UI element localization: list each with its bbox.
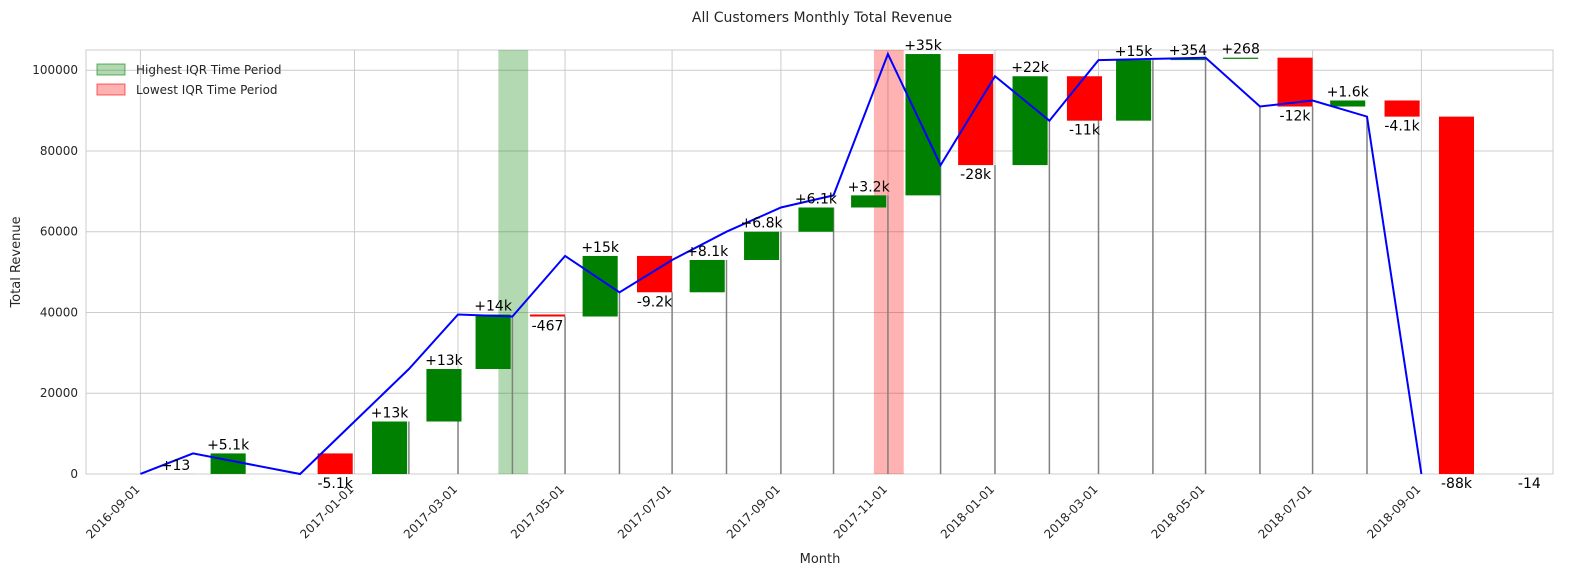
y-tick-label-5: 100000 — [32, 63, 78, 77]
legend: Highest IQR Time Period Lowest IQR Time … — [96, 63, 281, 97]
waterfall-bars — [157, 54, 1475, 474]
change-label-14: -28k — [960, 167, 992, 183]
change-label-19: +268 — [1221, 42, 1259, 58]
change-label-23: -88k — [1441, 476, 1473, 492]
x-tick-label-11: 2018-09-01 — [1364, 482, 1423, 541]
bar-2017-09-01 — [798, 207, 834, 232]
y-tick-label-0: 0 — [70, 467, 78, 481]
y-tick-label-3: 60000 — [40, 225, 78, 239]
change-label-6: -467 — [532, 319, 564, 335]
revenue-line-series — [140, 51, 1423, 476]
change-label-10: +6.8k — [741, 216, 784, 232]
bar-2018-03-01 — [1116, 60, 1152, 121]
change-label-15: +22k — [1011, 60, 1050, 76]
legend-lowest-swatch — [96, 83, 126, 96]
bar-2018-07-01 — [1330, 100, 1366, 107]
lowest-iqr-band — [873, 50, 904, 474]
bar-2017-02-01 — [426, 369, 462, 422]
change-label-24: -14 — [1518, 476, 1541, 492]
change-label-20: -12k — [1280, 109, 1312, 125]
y-tick-label-4: 80000 — [40, 144, 78, 158]
change-label-1: +5.1k — [207, 437, 250, 453]
y-tick-label-2: 40000 — [40, 305, 78, 319]
x-tick-label-8: 2018-03-01 — [1041, 482, 1100, 541]
x-tick-label-3: 2017-05-01 — [508, 482, 567, 541]
bar-2017-01-01 — [372, 421, 408, 474]
change-label-0: +13 — [161, 458, 191, 474]
x-tick-label-7: 2018-01-01 — [938, 482, 997, 541]
bar-2016-12-01 — [317, 453, 353, 474]
bar-2018-01-01 — [1012, 76, 1048, 166]
change-label-13: +35k — [904, 38, 943, 54]
x-tick-label-10: 2018-07-01 — [1255, 482, 1314, 541]
bar-2018-06-01 — [1277, 57, 1313, 107]
highest-iqr-band — [498, 50, 529, 474]
x-axis-ticks: 2016-09-01 2017-01-01 2017-03-01 2017-05-01… — [83, 482, 1423, 541]
bar-2017-11-01 — [905, 54, 941, 196]
bar-2017-05-01 — [582, 255, 618, 317]
stem-lines — [192, 58, 1368, 474]
y-axis-ticks: 0 20000 40000 60000 80000 100000 — [32, 63, 78, 481]
x-tick-label-5: 2017-09-01 — [724, 482, 783, 541]
bar-2017-03-01 — [475, 314, 511, 370]
bar-2018-09-01 — [1438, 116, 1475, 474]
change-label-17: +15k — [1115, 44, 1154, 60]
legend-lowest-label: Lowest IQR Time Period — [136, 83, 278, 97]
bar-2017-10-01 — [851, 195, 887, 208]
bar-2018-05-01 — [1223, 57, 1259, 59]
change-label-21: +1.6k — [1327, 84, 1370, 100]
legend-highest-label: Highest IQR Time Period — [136, 63, 281, 77]
x-tick-label-0: 2016-09-01 — [83, 482, 142, 541]
revenue-line — [140, 51, 1423, 476]
legend-highest-swatch — [96, 63, 126, 76]
x-tick-label-4: 2017-07-01 — [615, 482, 674, 541]
bar-2018-02-01 — [1066, 76, 1103, 121]
x-tick-label-9: 2018-05-01 — [1148, 482, 1207, 541]
change-label-5: +14k — [474, 298, 513, 314]
bar-2017-08-01 — [744, 231, 780, 260]
iqr-highlights — [498, 50, 904, 474]
change-label-3: +13k — [371, 406, 410, 422]
change-label-2: -5.1k — [317, 476, 353, 492]
x-tick-label-6: 2017-11-01 — [831, 482, 890, 541]
x-tick-label-2: 2017-03-01 — [401, 482, 460, 541]
y-tick-label-1: 20000 — [40, 386, 78, 400]
chart-title: All Customers Monthly Total Revenue — [692, 10, 952, 26]
change-label-11: +6.1k — [795, 191, 838, 207]
change-label-9: +8.1k — [686, 244, 729, 260]
bar-2017-04-01 — [529, 314, 566, 317]
bar-2018-08-01 — [1384, 100, 1420, 117]
change-label-18: +354 — [1169, 43, 1208, 59]
bar-2017-07-01 — [689, 259, 725, 293]
y-axis-label: Total Revenue — [9, 216, 24, 308]
change-label-12: +3.2k — [848, 179, 891, 195]
bar-2018-04-01 — [1170, 58, 1206, 61]
change-label-16: -11k — [1069, 123, 1101, 139]
bar-2016-10-01 — [210, 453, 246, 474]
change-label-8: -9.2k — [637, 294, 673, 310]
change-label-22: -4.1k — [1384, 119, 1420, 135]
bar-2017-06-01 — [637, 255, 673, 293]
change-label-7: +15k — [581, 240, 620, 256]
change-label-4: +13k — [425, 353, 464, 369]
plot-area — [85, 49, 1554, 475]
data-labels: +13 +5.1k -5.1k +13k +13k +14k -467 +15k -9.2k +8… — [161, 38, 1541, 492]
x-axis-label: Month — [800, 552, 841, 567]
